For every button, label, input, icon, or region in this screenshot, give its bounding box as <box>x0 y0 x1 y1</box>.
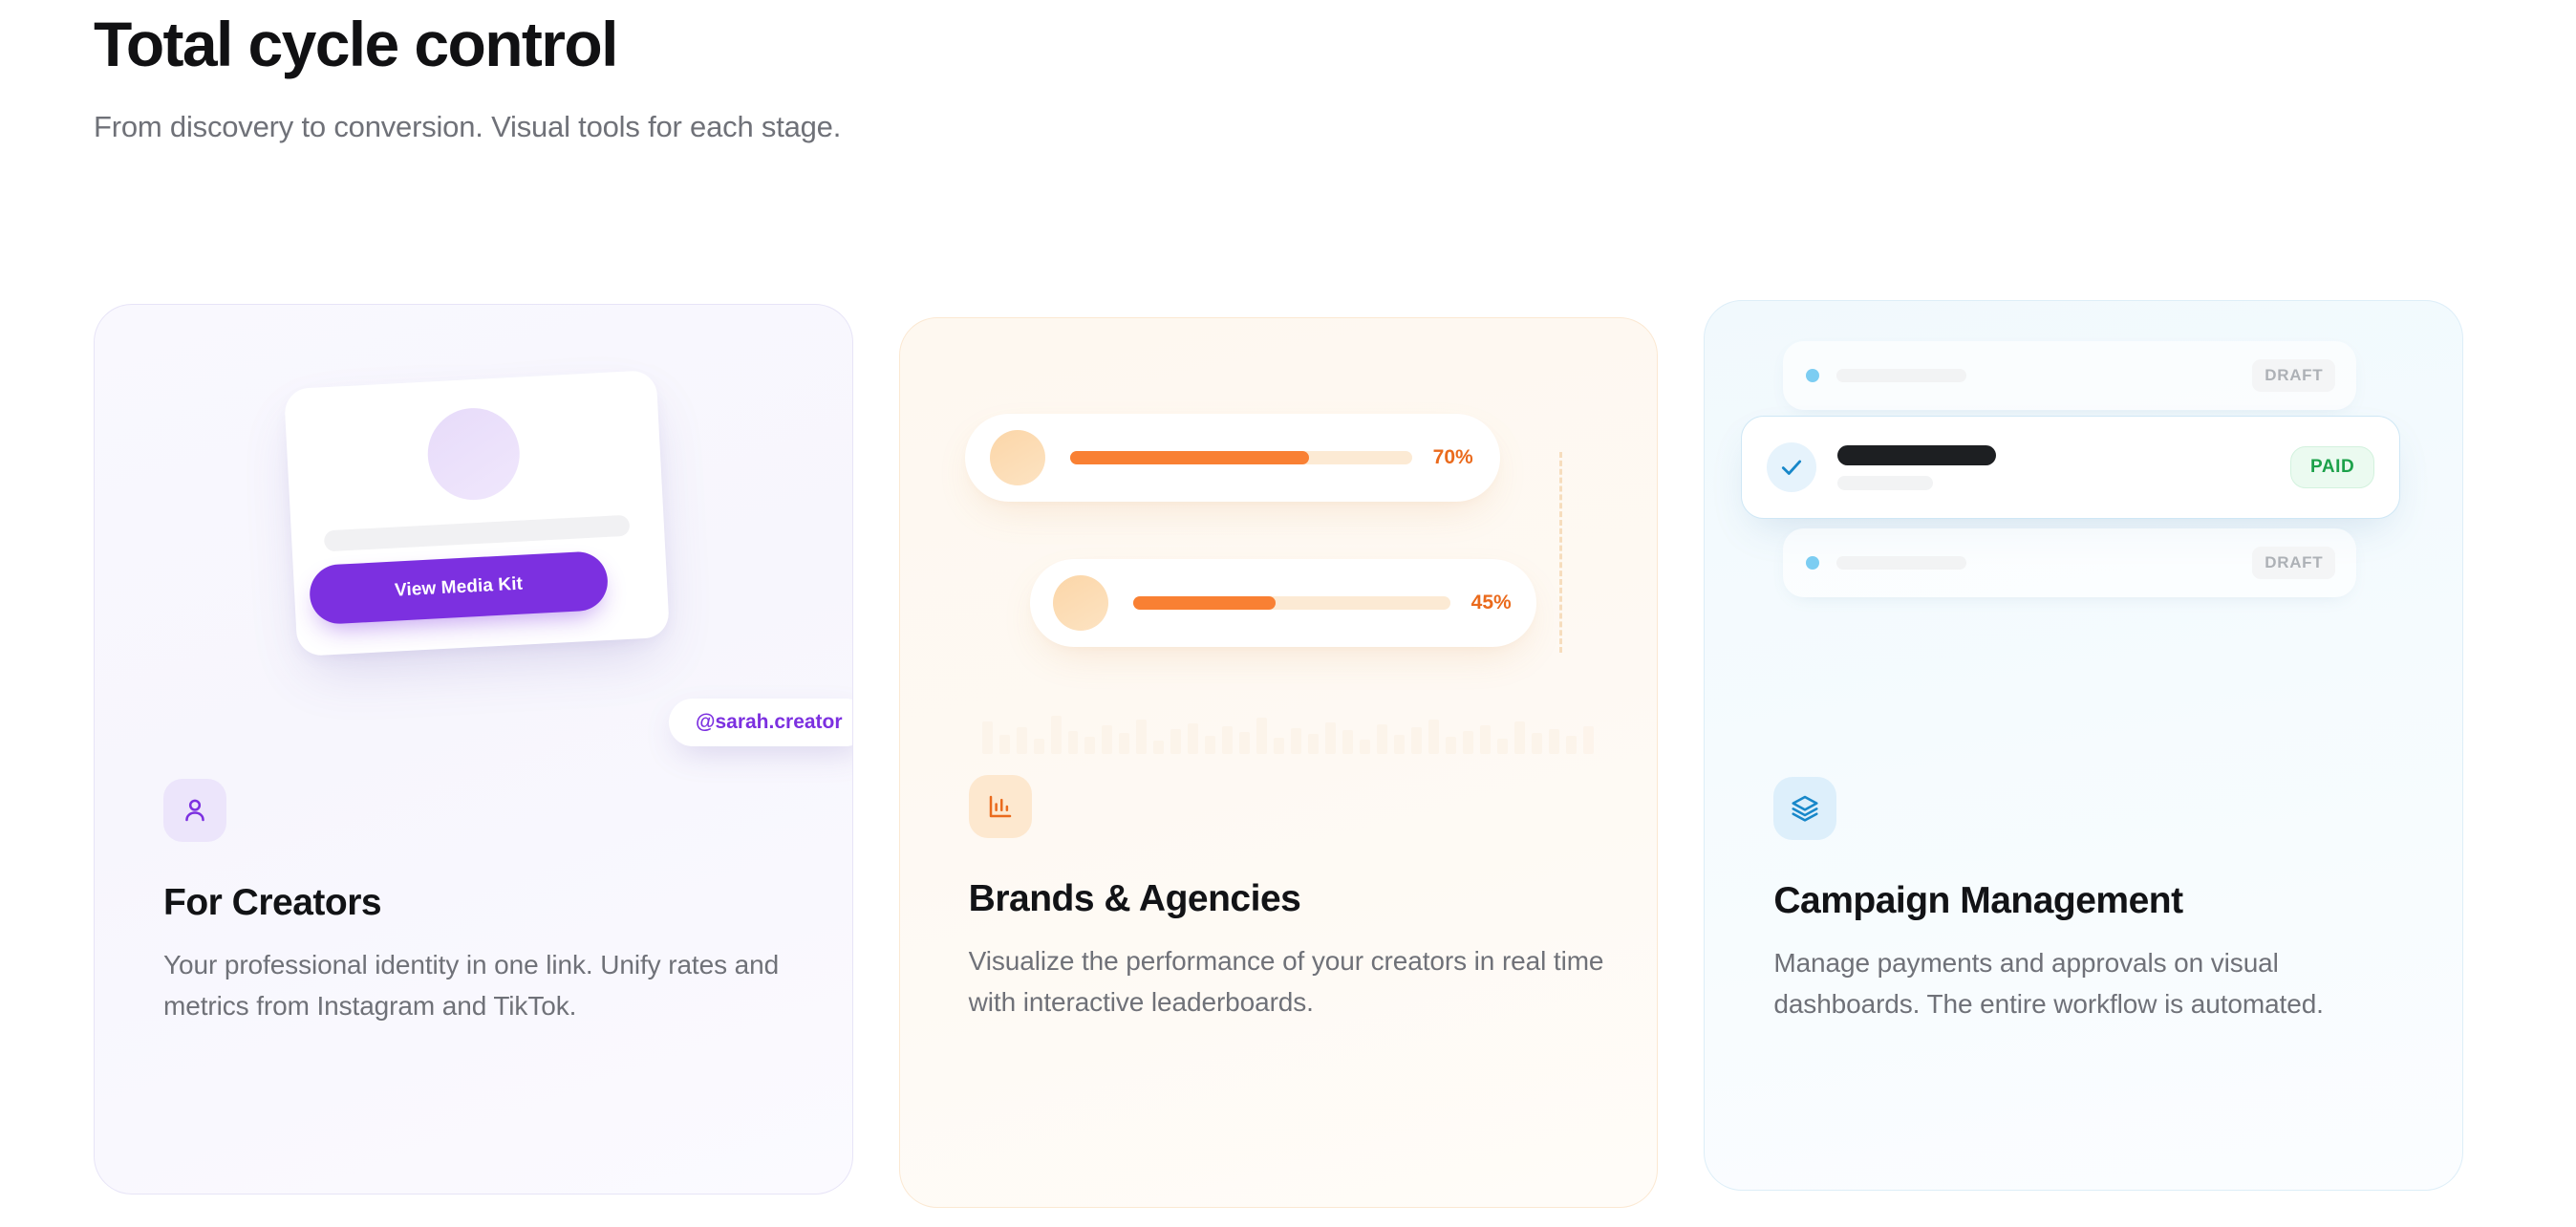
progress-fill <box>1132 596 1277 610</box>
leaderboard-row: 70% <box>964 414 1500 502</box>
feature-card-grid: View Media Kit @sarah.creator For Creato… <box>94 300 2464 1208</box>
campaign-row-draft: DRAFT <box>1783 341 2357 410</box>
status-badge: DRAFT <box>2252 547 2336 579</box>
page-title: Total cycle control <box>94 9 618 79</box>
dashed-divider <box>1558 452 1562 653</box>
progress-fill <box>1069 451 1310 464</box>
campaign-dashboard-illustration: DRAFT PAID <box>1705 301 2462 788</box>
feature-card-for-creators[interactable]: View Media Kit @sarah.creator For Creato… <box>94 304 853 1195</box>
title-placeholder-bar <box>1836 369 1967 382</box>
name-placeholder-bar <box>323 514 631 552</box>
progress-percent-label: 45% <box>1470 592 1512 614</box>
campaign-title-bar <box>1837 444 1997 465</box>
card-description: Manage payments and approvals on visual … <box>1773 948 2324 1019</box>
progress-percent-label: 70% <box>1432 446 1473 468</box>
card-body: Brands & Agencies Visualize the performa… <box>900 775 1658 1022</box>
creator-profile-illustration: View Media Kit @sarah.creator <box>95 305 852 792</box>
status-badge: PAID <box>2289 446 2375 488</box>
campaign-text-placeholders <box>1837 444 1997 490</box>
feature-card-brands-agencies[interactable]: 70% 45% <box>898 317 1659 1208</box>
campaign-row-draft: DRAFT <box>1783 528 2357 597</box>
creator-avatar <box>989 430 1045 485</box>
card-description: Your professional identity in one link. … <box>163 950 780 1021</box>
card-title: Brands & Agencies <box>968 878 1301 919</box>
status-dot-icon <box>1806 369 1820 382</box>
background-bar-pattern <box>981 704 1594 754</box>
card-description: Visualize the performance of your creato… <box>968 946 1604 1017</box>
bar-chart-icon <box>968 775 1032 838</box>
progress-track <box>1069 451 1412 464</box>
avatar <box>425 405 523 503</box>
media-kit-preview-card: View Media Kit <box>283 369 671 657</box>
progress-track <box>1132 596 1450 610</box>
page-subtitle: From discovery to conversion. Visual too… <box>94 109 842 143</box>
check-icon <box>1767 442 1817 492</box>
layers-icon <box>1773 777 1837 840</box>
view-media-kit-button[interactable]: View Media Kit <box>308 549 610 626</box>
creator-avatar <box>1052 575 1108 631</box>
status-badge: DRAFT <box>2252 359 2336 392</box>
card-title: Campaign Management <box>1773 880 2183 921</box>
section-header: Total cycle control From discovery to co… <box>94 0 841 144</box>
title-placeholder-bar <box>1836 556 1967 570</box>
leaderboard-illustration: 70% 45% <box>900 318 1658 806</box>
feature-card-campaign-management[interactable]: DRAFT PAID <box>1704 300 2464 1191</box>
leaderboard-row: 45% <box>1029 559 1536 647</box>
card-title: For Creators <box>163 882 382 923</box>
creator-handle-badge: @sarah.creator <box>669 699 852 746</box>
campaign-row-paid[interactable]: PAID <box>1741 416 2401 519</box>
card-body: Campaign Management Manage payments and … <box>1705 777 2462 1024</box>
user-icon <box>163 779 226 842</box>
status-dot-icon <box>1806 556 1820 570</box>
campaign-subtitle-bar <box>1837 475 1934 490</box>
card-body: For Creators Your professional identity … <box>95 779 852 1026</box>
